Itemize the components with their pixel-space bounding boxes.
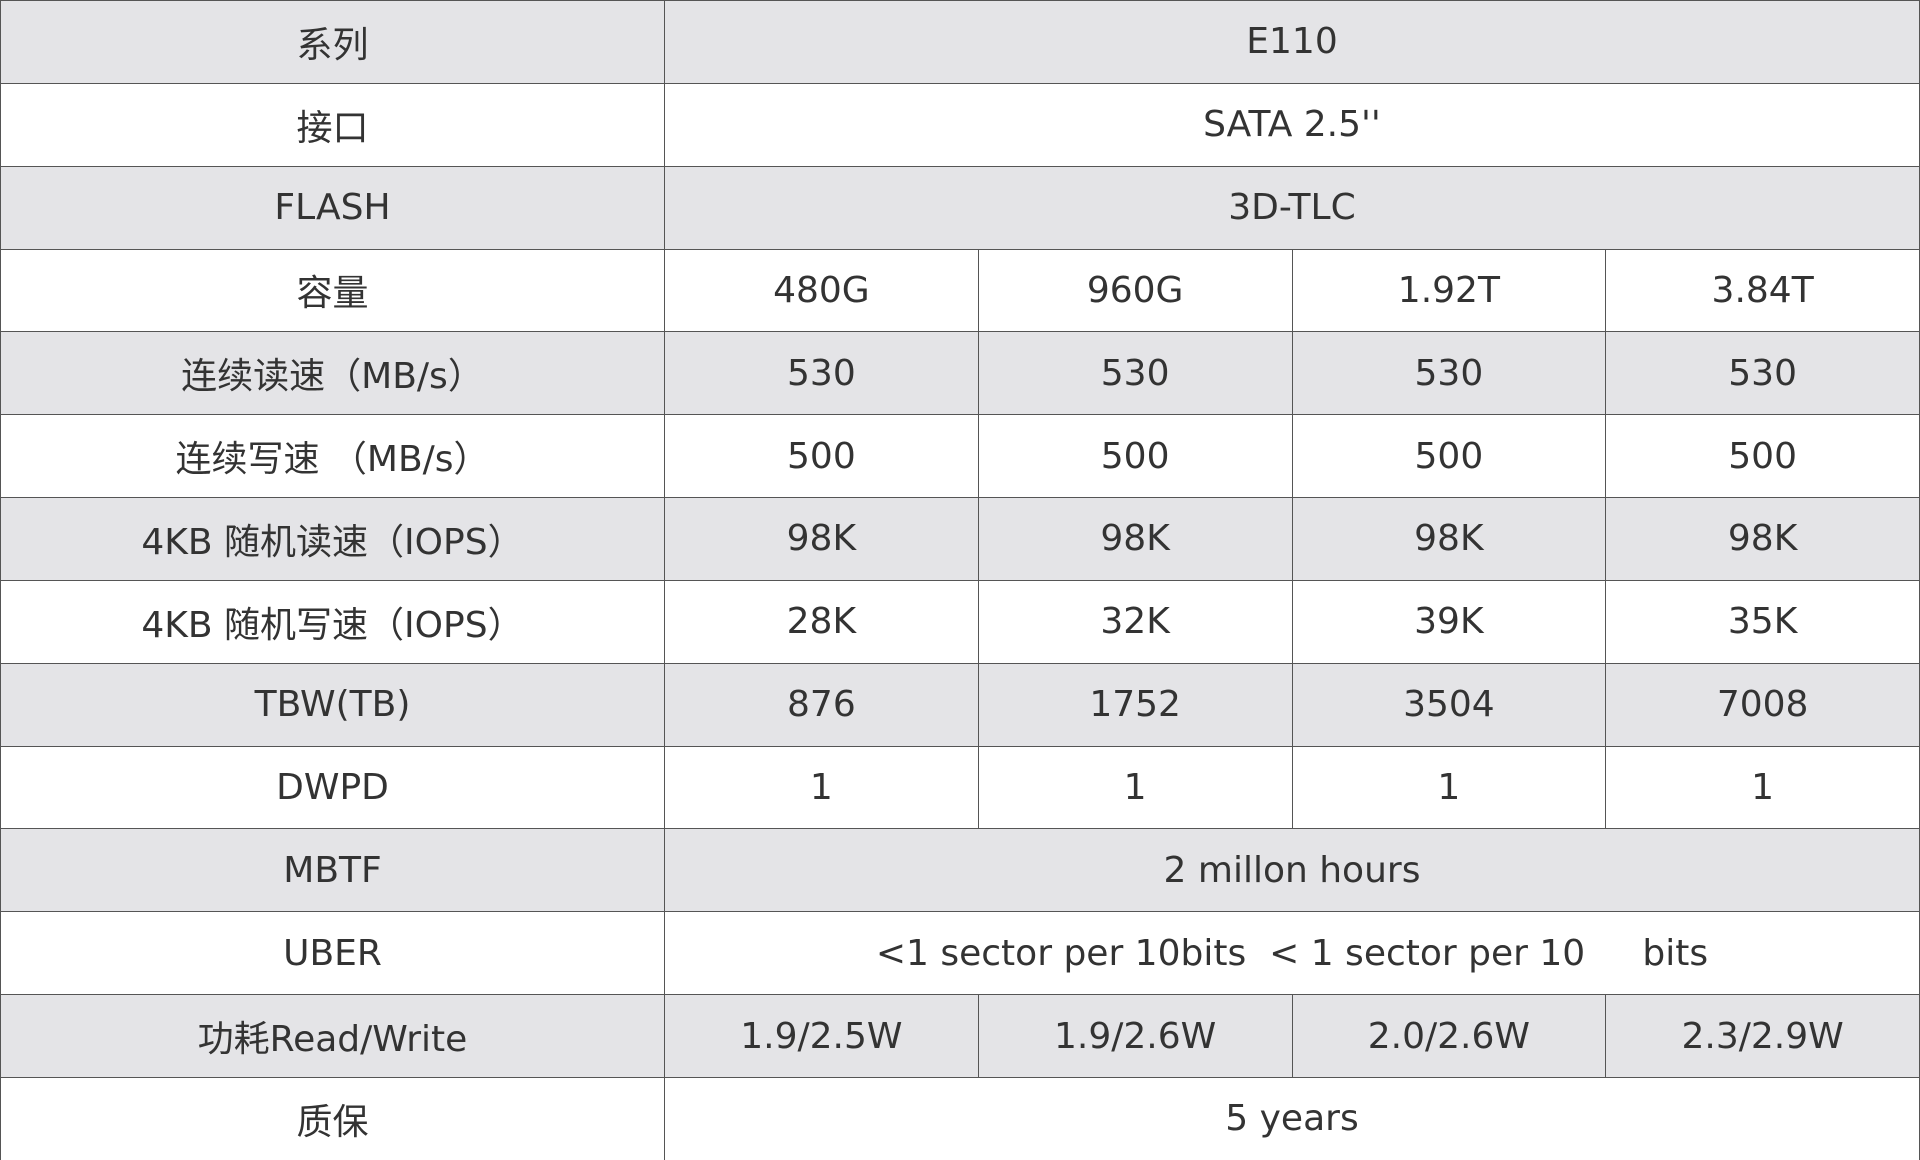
table-row: 连续写速 （MB/s） 500 500 500 500 [0, 414, 1920, 499]
table-row: 4KB 随机写速（IOPS） 28K 32K 39K 35K [0, 579, 1920, 664]
cell: 98K [977, 497, 1293, 581]
cell: 1.9/2.6W [977, 994, 1293, 1078]
cell: 530 [1291, 331, 1607, 416]
cell: 500 [977, 414, 1293, 499]
row-label: 4KB 随机写速（IOPS） [0, 579, 665, 664]
table-row: 4KB 随机读速（IOPS） 98K 98K 98K 98K [0, 497, 1920, 581]
cell: 32K [977, 579, 1293, 664]
cell: 1 [1605, 745, 1920, 830]
table-row: TBW(TB) 876 1752 3504 7008 [0, 662, 1920, 747]
row-label: 功耗Read/Write [0, 994, 665, 1078]
cell: 98K [664, 497, 979, 581]
cell: SATA 2.5'' [664, 82, 1920, 167]
cell: 1 [977, 745, 1293, 830]
cell: 39K [1291, 579, 1607, 664]
row-label: 容量 [0, 248, 665, 333]
cell: 98K [1291, 497, 1607, 581]
table-row: 系列 E110 [0, 0, 1920, 84]
table-row: 质保 5 years [0, 1076, 1920, 1160]
table-row: 容量 480G 960G 1.92T 3.84T [0, 248, 1920, 333]
cell: 1 [664, 745, 979, 830]
cell: 530 [977, 331, 1293, 416]
cell: E110 [664, 0, 1920, 84]
cell: 35K [1605, 579, 1920, 664]
row-label: DWPD [0, 745, 665, 830]
row-label: 质保 [0, 1076, 665, 1160]
row-label: 连续读速（MB/s） [0, 331, 665, 416]
cell: <1 sector per 10bits < 1 sector per 10 b… [664, 911, 1920, 996]
cell: 3.84T [1605, 248, 1920, 333]
cell: 530 [1605, 331, 1920, 416]
table-row: 接口 SATA 2.5'' [0, 82, 1920, 167]
row-label: UBER [0, 911, 665, 996]
cell: 2.3/2.9W [1605, 994, 1920, 1078]
cell: 480G [664, 248, 979, 333]
cell: 2 millon hours [664, 828, 1920, 913]
table-row: 功耗Read/Write 1.9/2.5W 1.9/2.6W 2.0/2.6W 2.3/… [0, 994, 1920, 1078]
table-row: MBTF 2 millon hours [0, 828, 1920, 913]
cell: 98K [1605, 497, 1920, 581]
cell: 3D-TLC [664, 165, 1920, 250]
cell: 876 [664, 662, 979, 747]
cell: 530 [664, 331, 979, 416]
cell: 1.92T [1291, 248, 1607, 333]
cell: 500 [1291, 414, 1607, 499]
cell: 5 years [664, 1076, 1920, 1160]
cell: 2.0/2.6W [1291, 994, 1607, 1078]
cell: 1 [1291, 745, 1607, 830]
table-row: FLASH 3D-TLC [0, 165, 1920, 250]
cell: 7008 [1605, 662, 1920, 747]
cell: 3504 [1291, 662, 1607, 747]
row-label: MBTF [0, 828, 665, 913]
table-row: 连续读速（MB/s） 530 530 530 530 [0, 331, 1920, 416]
row-label: 接口 [0, 82, 665, 167]
row-label: 系列 [0, 0, 665, 84]
row-label: 4KB 随机读速（IOPS） [0, 497, 665, 581]
table-row: DWPD 1 1 1 1 [0, 745, 1920, 830]
cell: 500 [1605, 414, 1920, 499]
cell: 500 [664, 414, 979, 499]
row-label: TBW(TB) [0, 662, 665, 747]
cell: 960G [977, 248, 1293, 333]
cell: 1752 [977, 662, 1293, 747]
cell: 1.9/2.5W [664, 994, 979, 1078]
row-label: 连续写速 （MB/s） [0, 414, 665, 499]
row-label: FLASH [0, 165, 665, 250]
table-row: UBER <1 sector per 10bits < 1 sector per … [0, 911, 1920, 996]
cell: 28K [664, 579, 979, 664]
